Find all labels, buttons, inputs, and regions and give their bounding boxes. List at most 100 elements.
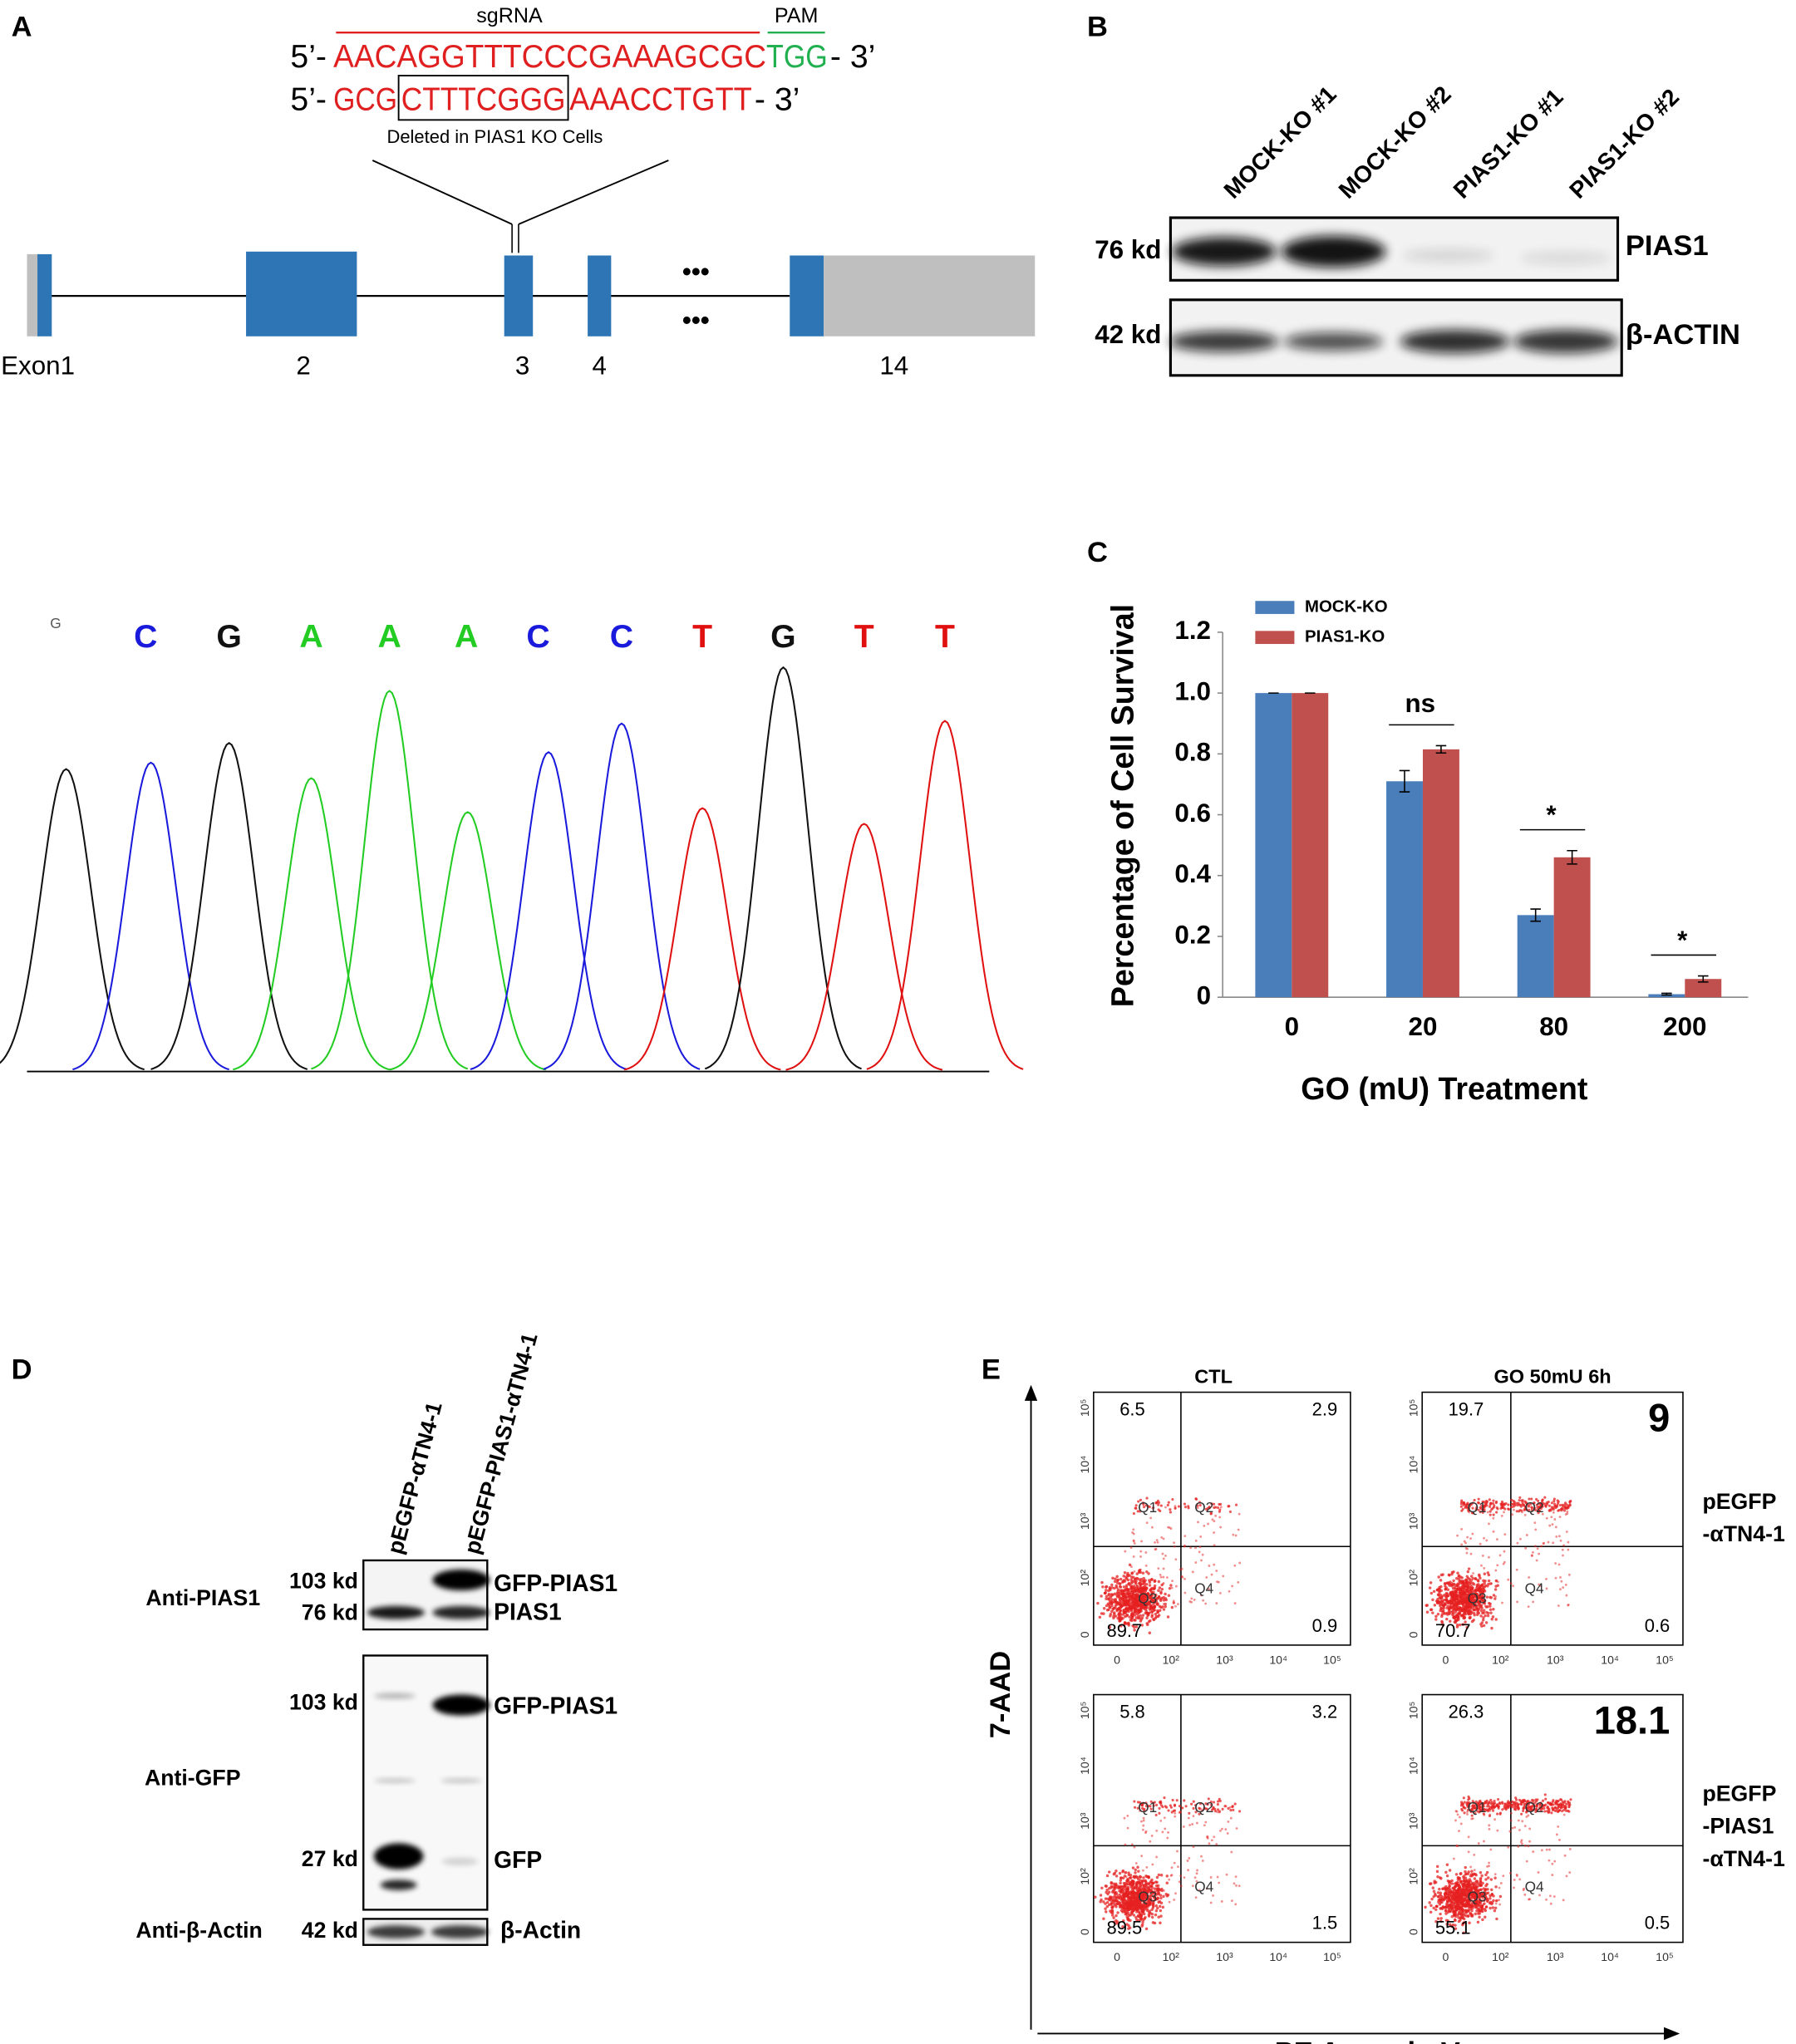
event-dot <box>1142 1816 1145 1820</box>
event-dot <box>1444 1896 1448 1899</box>
event-dot <box>1131 1893 1134 1896</box>
event-dot <box>1197 1521 1199 1524</box>
event-dot <box>1190 1802 1193 1806</box>
event-dot <box>1166 1836 1169 1840</box>
plot-frame <box>1421 1693 1684 1943</box>
event-dot <box>1115 1905 1118 1909</box>
event-dot <box>1221 1807 1224 1811</box>
event-dot <box>1535 1559 1538 1562</box>
event-dot <box>1493 1597 1497 1600</box>
event-dot <box>1486 1888 1489 1891</box>
event-dot <box>1157 1887 1160 1891</box>
event-dot <box>1538 1501 1543 1506</box>
event-dot <box>1163 1889 1165 1892</box>
event-dot <box>1233 1802 1237 1806</box>
event-dot <box>1565 1531 1568 1533</box>
event-dot <box>1444 1884 1448 1889</box>
event-dot <box>1162 1894 1165 1899</box>
event-dot <box>1548 1504 1551 1507</box>
event-dot <box>1525 1806 1528 1810</box>
event-dot <box>1192 1800 1195 1803</box>
event-dot <box>1452 1891 1455 1895</box>
event-dot <box>1543 1541 1546 1545</box>
event-dot <box>1114 1614 1118 1618</box>
event-dot <box>1486 1614 1490 1618</box>
event-dot <box>1169 1508 1172 1511</box>
event-dot <box>1178 1811 1181 1814</box>
flow-plot <box>1093 1391 1351 1646</box>
event-dot <box>1554 1562 1557 1565</box>
event-dot <box>1452 1579 1455 1583</box>
event-dot <box>1144 1880 1148 1884</box>
event-dot <box>1169 1584 1173 1587</box>
event-dot <box>1503 1550 1506 1553</box>
lane-label: PIAS1-KO #2 <box>1564 83 1685 204</box>
event-dot <box>1468 1921 1471 1924</box>
event-dot <box>1457 1916 1460 1919</box>
event-dot <box>1198 1504 1202 1507</box>
event-dot <box>1516 1541 1519 1545</box>
event-dot <box>1515 1568 1518 1571</box>
event-dot <box>1162 1537 1165 1540</box>
event-dot <box>1459 1898 1463 1902</box>
event-dot <box>1433 1881 1436 1884</box>
event-dot <box>1219 1506 1223 1509</box>
axis-tick-label: 10² <box>1407 1868 1420 1885</box>
event-dot <box>1488 1498 1491 1501</box>
event-dot <box>1157 1589 1160 1592</box>
event-dot <box>1172 1601 1176 1604</box>
event-dot <box>1481 1918 1484 1922</box>
event-dot <box>1192 1845 1195 1849</box>
event-dot <box>1119 1605 1123 1609</box>
event-dot <box>1148 1506 1151 1509</box>
event-dot <box>1533 1801 1536 1805</box>
event-dot <box>1483 1585 1486 1589</box>
event-dot <box>1196 1869 1198 1872</box>
event-dot <box>1535 1804 1538 1807</box>
event-dot <box>1476 1920 1480 1924</box>
event-dot <box>1479 1904 1483 1909</box>
event-dot <box>1443 1905 1446 1909</box>
event-dot <box>1456 1813 1459 1816</box>
axis-tick-label: 10³ <box>1078 1512 1091 1530</box>
event-dot <box>1187 1816 1190 1820</box>
event-dot <box>1439 1589 1443 1593</box>
axis-tick-label: 10⁴ <box>1269 1653 1287 1666</box>
event-dot <box>1507 1845 1510 1849</box>
event-dot <box>1512 1585 1514 1588</box>
event-dot <box>1460 1528 1464 1531</box>
event-dot <box>1147 1914 1151 1918</box>
event-dot <box>1537 1499 1540 1502</box>
axis-tick-label: 10⁵ <box>1078 1399 1091 1418</box>
event-dot <box>1500 1504 1503 1507</box>
event-dot <box>1511 1803 1515 1806</box>
event-dot <box>1224 1805 1228 1808</box>
event-dot <box>1456 1571 1459 1575</box>
axis-tick-label: 10⁵ <box>1078 1702 1091 1720</box>
event-dot <box>1466 1570 1470 1574</box>
event-dot <box>1162 1599 1166 1602</box>
event-dot <box>1143 1890 1147 1894</box>
event-dot <box>1207 1522 1210 1526</box>
event-dot <box>1473 1891 1477 1894</box>
event-dot <box>1469 1601 1474 1604</box>
event-dot <box>1119 1611 1122 1614</box>
event-dot <box>1103 1591 1107 1595</box>
event-dot <box>1198 1550 1201 1554</box>
event-dot <box>1516 1503 1519 1507</box>
event-dot <box>1129 1907 1133 1910</box>
event-dot <box>1173 1545 1176 1548</box>
event-dot <box>1479 1806 1482 1809</box>
event-dot <box>1520 1803 1523 1806</box>
event-dot <box>1494 1501 1498 1505</box>
event-dot <box>1119 1609 1122 1612</box>
event-dot <box>1479 1877 1483 1879</box>
event-dot <box>1491 1906 1495 1909</box>
event-dot <box>1143 1917 1146 1920</box>
event-dot <box>1183 1577 1186 1580</box>
event-dot <box>1218 1502 1221 1506</box>
event-dot <box>1178 1805 1182 1808</box>
event-dot <box>1140 1540 1143 1543</box>
event-dot <box>1450 1594 1454 1599</box>
event-dot <box>1460 1597 1464 1601</box>
